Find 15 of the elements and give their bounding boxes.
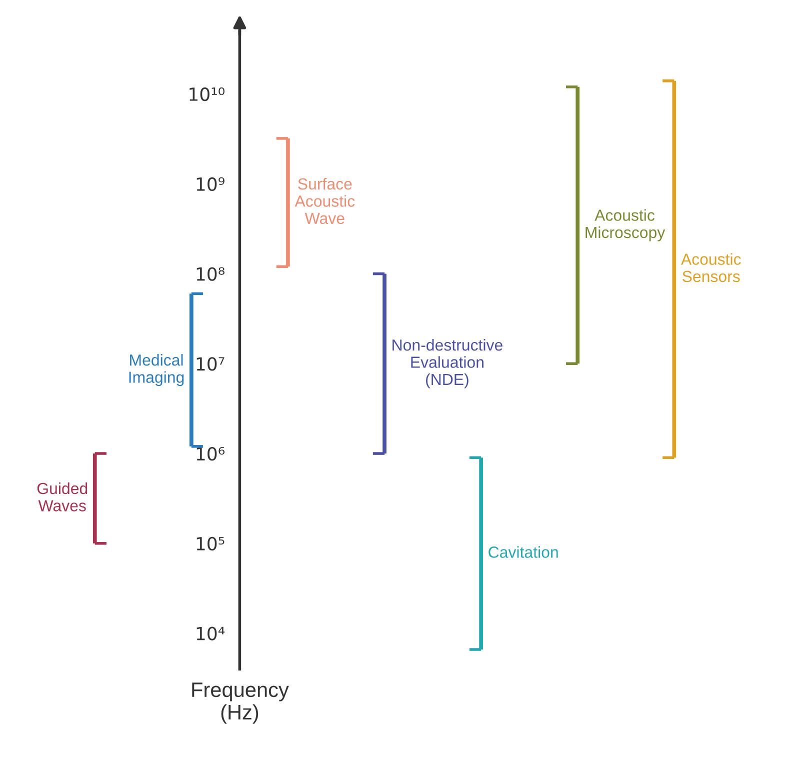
annotation: Surface Acoustic Wave [294,178,355,224]
y-tick-label: 10⁷ [196,357,224,371]
y-tick-label: 10⁹ [196,177,224,191]
annotation: Acoustic Sensors [680,253,741,282]
y-tick-label: 10⁴ [196,626,225,640]
y-tick-label: 10⁶ [196,446,225,461]
y-tick-label: 10⁸ [196,267,224,281]
annotation: Medical Imaging [129,354,184,386]
annotation: Acoustic Microscopy [586,209,666,242]
x-axis-title: Frequency (Hz) [192,682,289,724]
y-tick-label: 10¹⁰ [190,87,224,102]
annotation: Cavitation [488,546,558,558]
annotation: Non-destructive Evaluation (NDE) [392,338,502,388]
annotation: Guided Waves [37,482,88,512]
y-tick-label: 10⁵ [196,536,224,551]
